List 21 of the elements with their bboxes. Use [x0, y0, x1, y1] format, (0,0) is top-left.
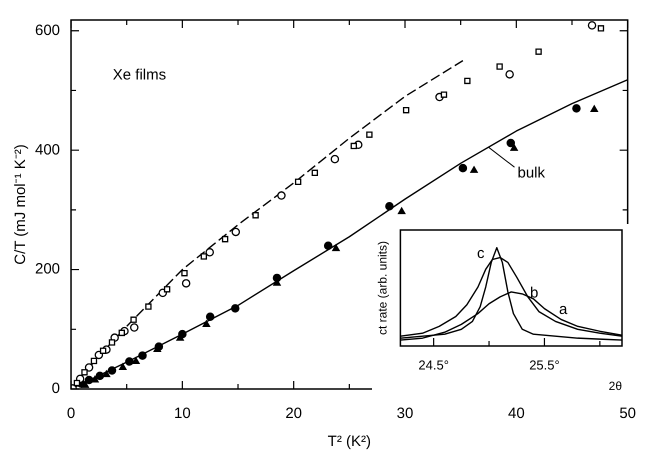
annotation: bulk: [518, 164, 546, 182]
x-axis-title: 2θ: [608, 379, 622, 394]
x-tick-label: 40: [508, 405, 525, 422]
y-tick-label: 0: [52, 380, 60, 398]
series-label: a: [559, 301, 568, 318]
y-tick-label: 200: [34, 260, 60, 278]
x-tick-label: 10: [174, 405, 191, 422]
y-axis-title: ct rate (arb. units): [376, 240, 390, 336]
x-tick-label: 20: [285, 405, 302, 422]
series-label: c: [477, 244, 486, 262]
series-label: b: [530, 284, 538, 302]
y-tick-label: 400: [34, 141, 60, 158]
x-tick-label: 24.5°: [418, 357, 449, 372]
x-tick-label: 30: [396, 405, 414, 422]
x-tick-label: 0: [66, 405, 76, 422]
x-tick-label: 50: [619, 405, 636, 422]
x-axis-title: T² (K²): [328, 433, 372, 450]
y-tick-label: 600: [34, 22, 60, 39]
annotation: Xe films: [112, 66, 166, 84]
y-axis-title: C/T (mJ mol⁻¹ K⁻²): [12, 144, 30, 265]
x-tick-label: 25.5°: [529, 357, 560, 372]
